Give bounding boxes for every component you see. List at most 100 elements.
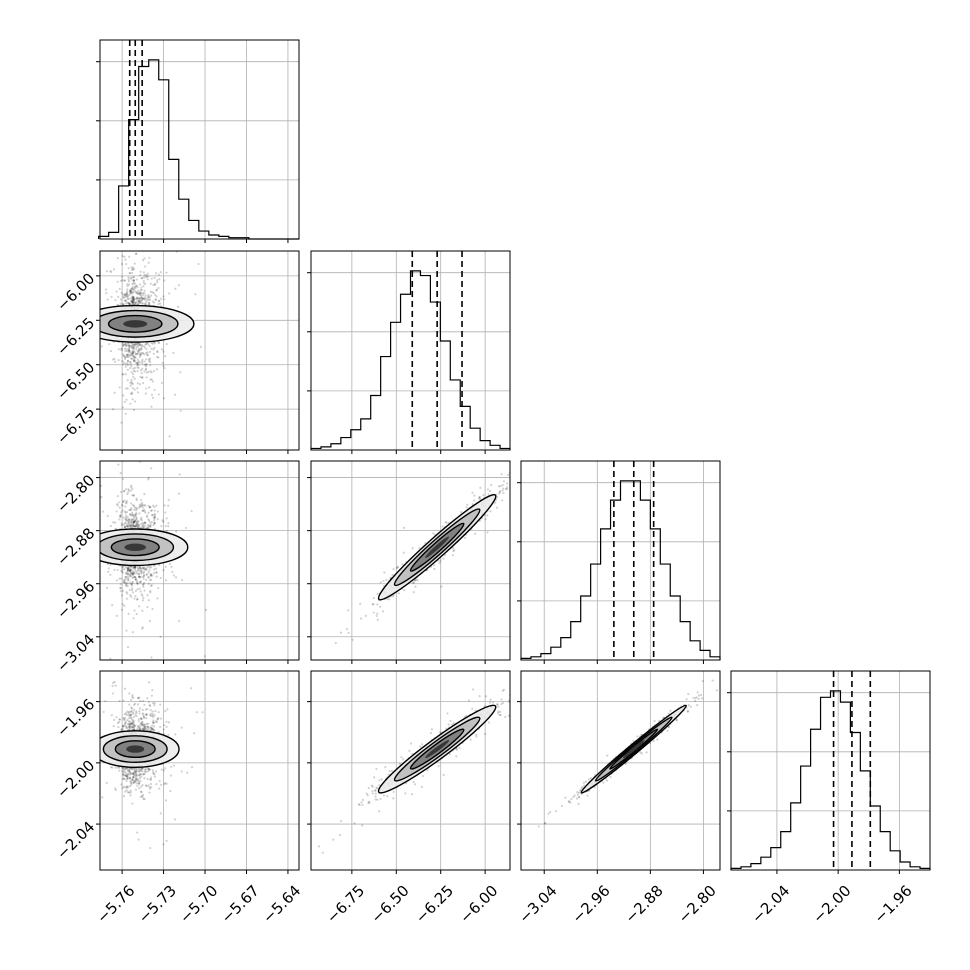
sample-point <box>146 353 150 356</box>
sample-point <box>148 345 151 348</box>
scatter-panel-1-2 <box>310 460 511 661</box>
sample-point <box>115 614 118 617</box>
sample-point <box>167 504 170 507</box>
sample-point <box>402 526 405 529</box>
sample-point <box>134 506 138 509</box>
sample-point <box>131 291 134 295</box>
sample-point <box>100 484 103 487</box>
sample-point <box>132 360 136 363</box>
sample-point <box>146 707 149 711</box>
sample-point <box>123 713 126 716</box>
sample-point <box>127 344 130 347</box>
sample-point <box>150 656 153 659</box>
sample-point <box>132 525 135 528</box>
sample-point <box>147 767 150 770</box>
sample-point <box>138 726 141 730</box>
sample-point <box>133 770 136 773</box>
sample-point <box>131 297 134 300</box>
sample-point <box>127 347 130 350</box>
sample-point <box>143 589 146 592</box>
density-contour-3 <box>124 543 146 551</box>
sample-point <box>150 785 153 789</box>
sample-point <box>124 295 127 298</box>
sample-point <box>140 294 143 298</box>
sample-point <box>126 777 129 780</box>
sample-point <box>537 690 539 692</box>
sample-point <box>127 255 131 258</box>
sample-point <box>121 786 124 790</box>
sample-point <box>120 262 124 266</box>
sample-point <box>129 352 133 355</box>
sample-point <box>175 530 178 533</box>
panel-frame <box>99 670 300 871</box>
sample-point <box>127 276 130 279</box>
sample-point <box>134 565 137 568</box>
sample-point <box>157 586 160 590</box>
sample-point <box>138 349 141 352</box>
sample-point <box>153 522 156 525</box>
sample-point <box>115 579 118 582</box>
scatter-panel-0-3 <box>99 670 300 871</box>
sample-point <box>142 259 145 262</box>
sample-point <box>504 715 507 719</box>
sample-point <box>141 727 144 730</box>
sample-point <box>136 369 139 373</box>
sample-point <box>129 772 132 775</box>
sample-point <box>121 766 124 770</box>
sample-point <box>132 346 136 349</box>
sample-point <box>135 769 138 772</box>
sample-point <box>473 499 476 502</box>
sample-point <box>495 495 499 499</box>
sample-point <box>126 777 129 780</box>
sample-point <box>162 295 165 298</box>
sample-point <box>156 350 159 353</box>
sample-point <box>148 768 151 771</box>
sample-point <box>151 769 154 772</box>
sample-point <box>132 776 135 779</box>
sample-point <box>134 594 137 598</box>
sample-point <box>133 575 137 579</box>
sample-point <box>128 726 131 730</box>
sample-point <box>112 358 115 361</box>
sample-point <box>109 270 112 273</box>
sample-point <box>132 298 136 301</box>
sample-point <box>133 703 136 706</box>
sample-point <box>133 774 136 778</box>
sample-point <box>165 720 168 724</box>
sample-point <box>123 279 126 282</box>
sample-point <box>121 727 124 730</box>
sample-point <box>133 506 136 509</box>
sample-point <box>143 723 146 727</box>
sample-point <box>121 360 124 363</box>
sample-point <box>478 695 481 698</box>
sample-point <box>373 776 376 779</box>
sample-point <box>149 525 152 528</box>
sample-point <box>149 714 152 717</box>
sample-point <box>139 294 142 297</box>
sample-point <box>155 782 158 786</box>
sample-point <box>460 510 463 514</box>
sample-point <box>135 252 138 255</box>
sample-point <box>142 773 145 776</box>
sample-point <box>138 787 141 790</box>
sample-point <box>128 703 131 706</box>
sample-point <box>128 773 131 776</box>
sample-point <box>133 355 136 358</box>
sample-point <box>132 520 135 523</box>
sample-point <box>135 507 138 510</box>
sample-point <box>92 528 94 530</box>
sample-point <box>130 347 134 350</box>
sample-point <box>148 302 151 305</box>
sample-point <box>138 291 141 294</box>
sample-point <box>137 719 140 723</box>
sample-point <box>106 298 109 301</box>
sample-point <box>277 832 279 834</box>
sample-point <box>122 296 125 299</box>
sample-point <box>163 279 166 282</box>
sample-point <box>163 366 166 370</box>
sample-point <box>130 520 133 523</box>
sample-point <box>122 774 125 777</box>
sample-point <box>123 526 127 529</box>
sample-point <box>129 277 132 280</box>
sample-point <box>138 709 141 713</box>
